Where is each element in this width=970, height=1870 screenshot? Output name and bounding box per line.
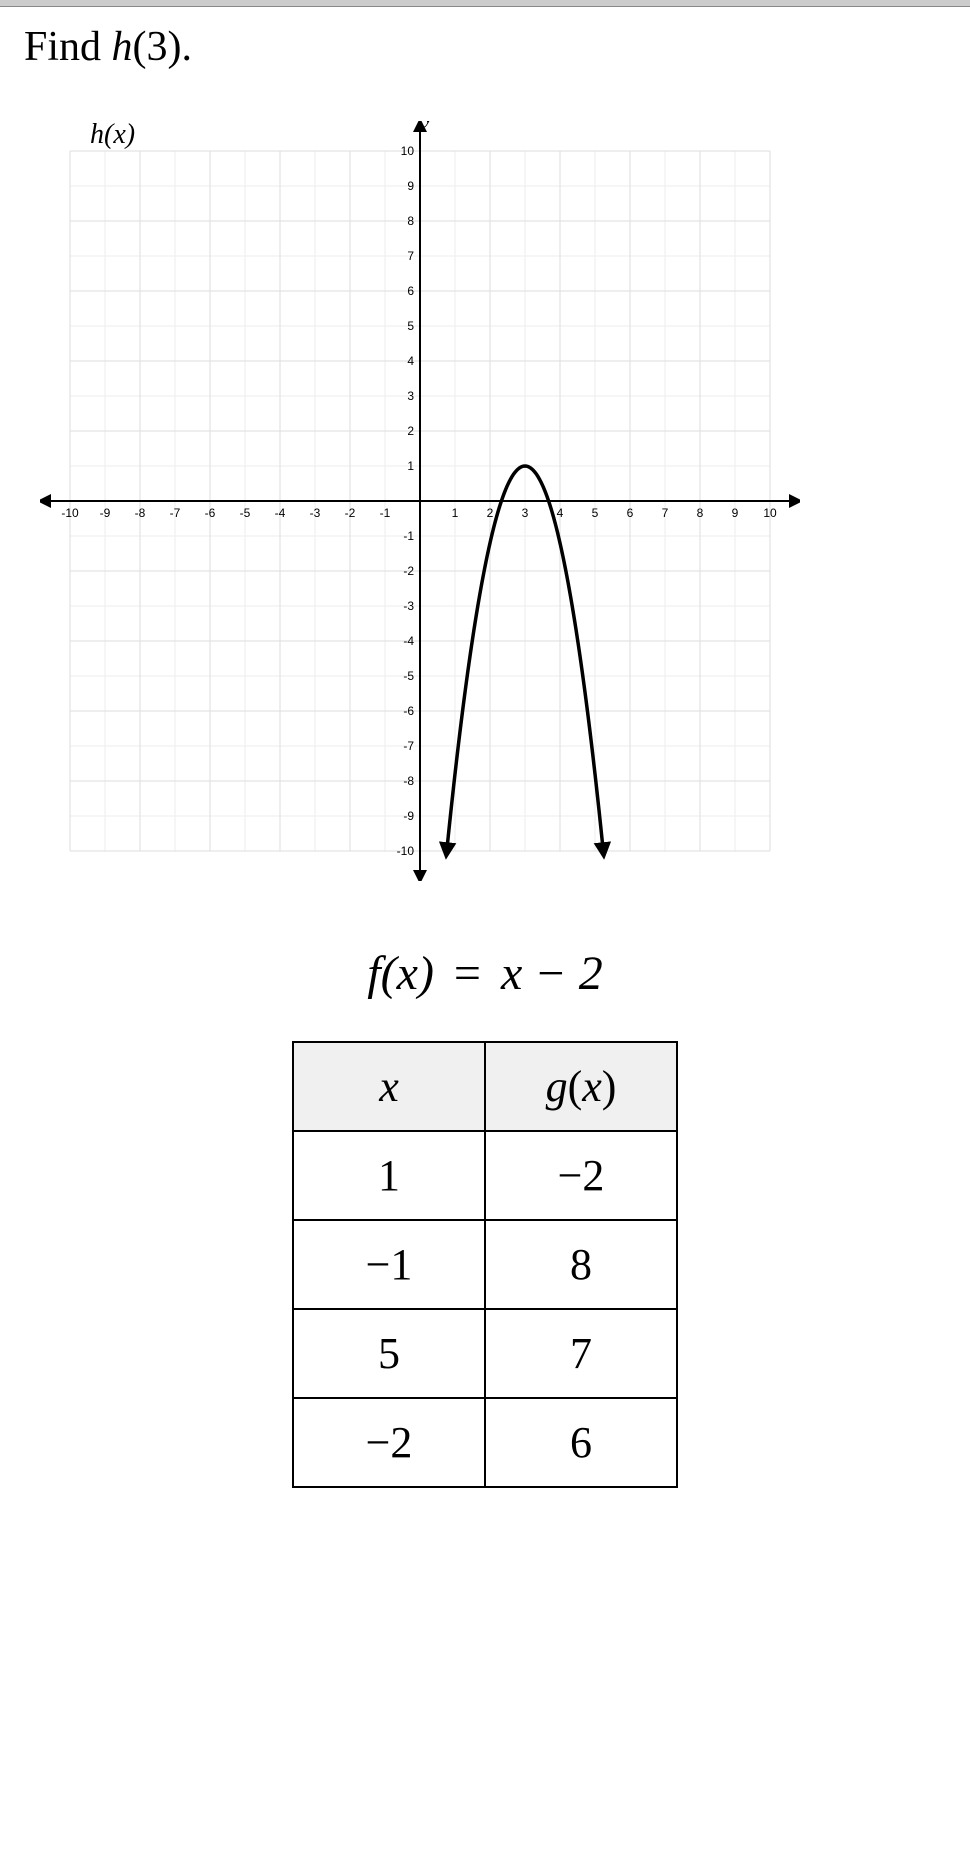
- cell-g: 8: [485, 1220, 677, 1309]
- col-header-x: x: [293, 1042, 485, 1131]
- eq-lhs-arg: x: [397, 947, 418, 1000]
- cell-g: 6: [485, 1398, 677, 1487]
- prompt-prefix: Find: [24, 24, 112, 70]
- prompt-arg: 3: [147, 24, 168, 70]
- prompt-text: Find h(3).: [0, 7, 970, 81]
- svg-text:-9: -9: [403, 809, 414, 823]
- svg-text:-10: -10: [61, 506, 79, 520]
- svg-text:-7: -7: [403, 739, 414, 753]
- svg-text:-1: -1: [403, 529, 414, 543]
- prompt-paren-close: ): [168, 24, 182, 70]
- cell-x: 5: [293, 1309, 485, 1398]
- svg-text:2: 2: [407, 424, 414, 438]
- eq-equals: =: [446, 947, 489, 1000]
- svg-text:8: 8: [407, 214, 414, 228]
- svg-text:1: 1: [452, 506, 459, 520]
- svg-text:4: 4: [407, 354, 414, 368]
- table-row: −26: [293, 1398, 677, 1487]
- col-header-g-paren-open: (: [568, 1062, 583, 1111]
- eq-rhs: x − 2: [501, 947, 603, 1000]
- cell-x: −1: [293, 1220, 485, 1309]
- cell-x: 1: [293, 1131, 485, 1220]
- svg-text:h(x): h(x): [90, 121, 135, 150]
- svg-text:3: 3: [407, 389, 414, 403]
- svg-text:1: 1: [407, 459, 414, 473]
- svg-text:9: 9: [732, 506, 739, 520]
- prompt-paren-open: (: [133, 24, 147, 70]
- col-header-g: g(x): [485, 1042, 677, 1131]
- svg-text:-7: -7: [170, 506, 181, 520]
- svg-text:-5: -5: [403, 669, 414, 683]
- svg-text:-6: -6: [205, 506, 216, 520]
- svg-text:5: 5: [592, 506, 599, 520]
- svg-text:-1: -1: [380, 506, 391, 520]
- eq-paren-open: (: [381, 947, 397, 1000]
- svg-text:3: 3: [522, 506, 529, 520]
- svg-text:-5: -5: [240, 506, 251, 520]
- col-header-g-arg: x: [582, 1062, 602, 1111]
- svg-text:-2: -2: [403, 564, 414, 578]
- chart-container: -10 -9 -8 -7 -6 -5 -4 -3 -2 -1 1 2 3 4 5 6 7 8 9 10 -10 -9 -8 -…: [40, 121, 970, 886]
- equation-f: f(x) = x − 2: [0, 946, 970, 1001]
- svg-text:-3: -3: [310, 506, 321, 520]
- svg-text:10: 10: [401, 144, 415, 158]
- svg-text:-8: -8: [403, 774, 414, 788]
- parabola-chart: -10 -9 -8 -7 -6 -5 -4 -3 -2 -1 1 2 3 4 5 6 7 8 9 10 -10 -9 -8 -…: [40, 121, 800, 881]
- col-header-g-func: g: [546, 1062, 568, 1111]
- svg-text:-3: -3: [403, 599, 414, 613]
- svg-text:10: 10: [763, 506, 777, 520]
- svg-text:6: 6: [627, 506, 634, 520]
- svg-text:-4: -4: [275, 506, 286, 520]
- svg-text:2: 2: [487, 506, 494, 520]
- col-header-g-paren-close: ): [602, 1062, 617, 1111]
- svg-text:-10: -10: [397, 844, 415, 858]
- top-divider: [0, 0, 970, 7]
- svg-text:-8: -8: [135, 506, 146, 520]
- svg-text:7: 7: [407, 249, 414, 263]
- table-row: 57: [293, 1309, 677, 1398]
- table-row: −18: [293, 1220, 677, 1309]
- cell-g: −2: [485, 1131, 677, 1220]
- table-header-row: x g(x): [293, 1042, 677, 1131]
- svg-text:6: 6: [407, 284, 414, 298]
- svg-text:-2: -2: [345, 506, 356, 520]
- svg-text:y: y: [422, 121, 433, 128]
- prompt-func: h: [112, 24, 133, 70]
- table-row: 1−2: [293, 1131, 677, 1220]
- eq-lhs-func: f: [367, 947, 380, 1000]
- svg-text:-4: -4: [403, 634, 414, 648]
- eq-paren-close: ): [418, 947, 434, 1000]
- prompt-suffix: .: [182, 24, 193, 70]
- svg-text:-6: -6: [403, 704, 414, 718]
- svg-text:8: 8: [697, 506, 704, 520]
- svg-text:7: 7: [662, 506, 669, 520]
- svg-text:9: 9: [407, 179, 414, 193]
- table-container: x g(x) 1−2−1857−26: [0, 1041, 970, 1488]
- svg-text:5: 5: [407, 319, 414, 333]
- g-table: x g(x) 1−2−1857−26: [292, 1041, 678, 1488]
- cell-x: −2: [293, 1398, 485, 1487]
- cell-g: 7: [485, 1309, 677, 1398]
- svg-text:-9: -9: [100, 506, 111, 520]
- svg-text:4: 4: [557, 506, 564, 520]
